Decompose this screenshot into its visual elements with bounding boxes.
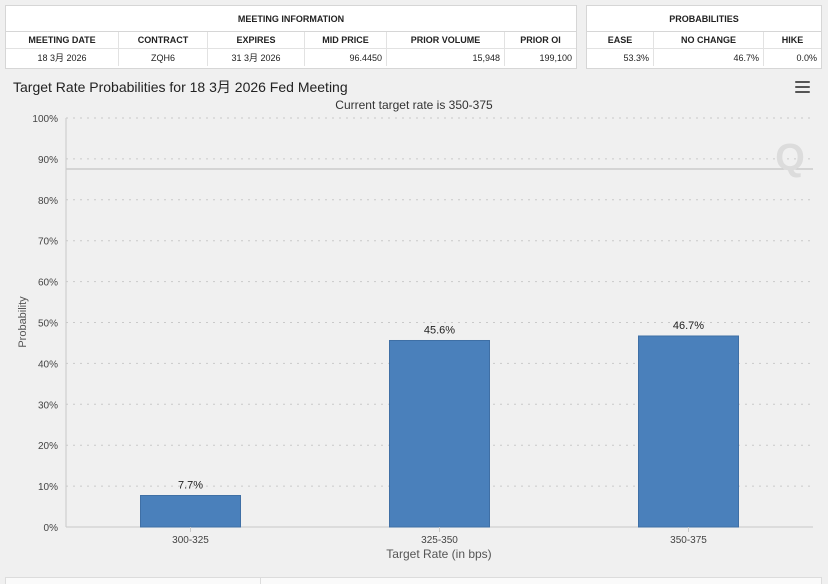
expires-value: 31 3月 2026 [208, 49, 305, 66]
col-mid-price: MID PRICE [305, 32, 387, 48]
contract-value: ZQH6 [119, 49, 208, 66]
bar-350-375 [638, 335, 739, 528]
meeting-information-title: MEETING INFORMATION [6, 6, 576, 32]
col-no-change: NO CHANGE [654, 32, 764, 48]
svg-text:Q: Q [775, 137, 805, 179]
y-tick-label: 90% [38, 155, 58, 166]
table-row: 18 3月 2026 ZQH6 31 3月 2026 96.4450 15,94… [6, 49, 576, 66]
x-axis-title: Target Rate (in bps) [386, 547, 491, 561]
bar-325-350 [389, 339, 490, 528]
x-tick-label: 350-375 [670, 535, 707, 546]
meeting-header-row: MEETING DATE CONTRACT EXPIRES MID PRICE … [6, 32, 576, 49]
ease-value: 53.3% [587, 49, 654, 66]
col-expires: EXPIRES [208, 32, 305, 48]
col-prior-oi: PRIOR OI [520, 35, 561, 45]
mid-price-value: 96.4450 [305, 49, 387, 66]
col-ease: EASE [587, 32, 654, 48]
meeting-date-value: 18 3月 2026 [6, 49, 119, 66]
col-prior-volume: PRIOR VOLUME [387, 32, 505, 48]
col-meeting-date: MEETING DATE [6, 32, 119, 48]
table-row: 53.3% 46.7% 0.0% [587, 49, 821, 66]
y-tick-label: 30% [38, 400, 58, 411]
bar-300-325 [140, 495, 241, 528]
x-tick-label: 325-350 [421, 535, 458, 546]
data-label: 7.7% [178, 480, 203, 492]
y-tick-label: 70% [38, 237, 58, 248]
prior-oi-value: 199,100 [539, 52, 572, 63]
bottom-panel-edge [5, 577, 822, 584]
y-tick-label: 0% [44, 523, 59, 534]
hamburger-menu-icon[interactable] [795, 81, 810, 93]
meeting-information-table: MEETING INFORMATION MEETING DATE CONTRAC… [5, 5, 577, 69]
y-tick-label: 10% [38, 482, 58, 493]
col-contract: CONTRACT [119, 32, 208, 48]
probabilities-title: PROBABILITIES [587, 6, 821, 32]
chart-title: Target Rate Probabilities for 18 3月 2026… [13, 79, 348, 95]
y-axis-title: Probability [17, 296, 29, 348]
y-tick-label: 20% [38, 441, 58, 452]
chart-subtitle: Current target rate is 350-375 [335, 98, 493, 112]
data-label: 45.6% [424, 324, 455, 336]
y-tick-label: 60% [38, 278, 58, 289]
x-tick-label: 300-325 [172, 535, 209, 546]
y-tick-label: 50% [38, 319, 58, 330]
probabilities-table: PROBABILITIES EASE NO CHANGE HIKE 53.3% … [586, 5, 822, 69]
q-logo-icon: Q [66, 137, 813, 179]
data-label: 46.7% [673, 320, 704, 332]
probabilities-header-row: EASE NO CHANGE HIKE [587, 32, 821, 49]
y-tick-label: 100% [32, 114, 58, 125]
prior-volume-value: 15,948 [387, 49, 505, 66]
y-tick-label: 40% [38, 359, 58, 370]
col-hike: HIKE [781, 35, 804, 45]
hike-value: 0.0% [796, 52, 817, 63]
no-change-value: 46.7% [654, 49, 764, 66]
y-tick-label: 80% [38, 196, 58, 207]
